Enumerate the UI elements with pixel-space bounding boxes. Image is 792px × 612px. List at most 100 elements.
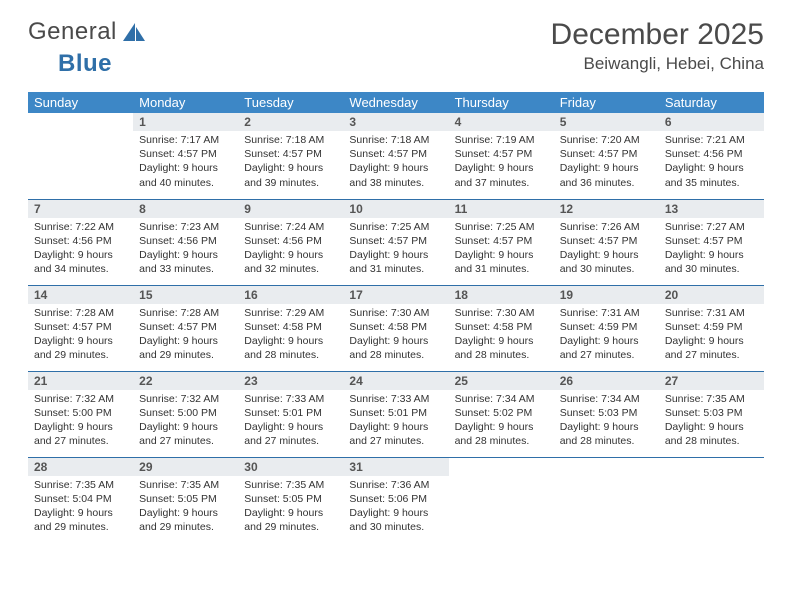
weekday-header: Friday	[554, 92, 659, 113]
day-number: 24	[343, 372, 448, 390]
day-details: Sunrise: 7:21 AMSunset: 4:56 PMDaylight:…	[659, 131, 764, 194]
weekday-row: SundayMondayTuesdayWednesdayThursdayFrid…	[28, 92, 764, 113]
day-number: 9	[238, 200, 343, 218]
month-title: December 2025	[551, 18, 764, 52]
day-number: 5	[554, 113, 659, 131]
day-number: 29	[133, 458, 238, 476]
day-details: Sunrise: 7:25 AMSunset: 4:57 PMDaylight:…	[343, 218, 448, 281]
day-details: Sunrise: 7:28 AMSunset: 4:57 PMDaylight:…	[133, 304, 238, 367]
day-details: Sunrise: 7:19 AMSunset: 4:57 PMDaylight:…	[449, 131, 554, 194]
calendar-cell: 29Sunrise: 7:35 AMSunset: 5:05 PMDayligh…	[133, 457, 238, 543]
brand-logo: General	[28, 18, 147, 46]
calendar-cell: 23Sunrise: 7:33 AMSunset: 5:01 PMDayligh…	[238, 371, 343, 457]
day-details: Sunrise: 7:26 AMSunset: 4:57 PMDaylight:…	[554, 218, 659, 281]
calendar-cell: 15Sunrise: 7:28 AMSunset: 4:57 PMDayligh…	[133, 285, 238, 371]
calendar-cell: 27Sunrise: 7:35 AMSunset: 5:03 PMDayligh…	[659, 371, 764, 457]
weekday-header: Thursday	[449, 92, 554, 113]
day-details: Sunrise: 7:36 AMSunset: 5:06 PMDaylight:…	[343, 476, 448, 539]
weekday-header: Sunday	[28, 92, 133, 113]
day-number: 18	[449, 286, 554, 304]
day-number: 2	[238, 113, 343, 131]
day-number: 25	[449, 372, 554, 390]
calendar-cell: 7Sunrise: 7:22 AMSunset: 4:56 PMDaylight…	[28, 199, 133, 285]
calendar-cell: 21Sunrise: 7:32 AMSunset: 5:00 PMDayligh…	[28, 371, 133, 457]
day-details: Sunrise: 7:17 AMSunset: 4:57 PMDaylight:…	[133, 131, 238, 194]
day-number: 3	[343, 113, 448, 131]
day-details: Sunrise: 7:18 AMSunset: 4:57 PMDaylight:…	[343, 131, 448, 194]
day-number: 1	[133, 113, 238, 131]
calendar-week: .1Sunrise: 7:17 AMSunset: 4:57 PMDayligh…	[28, 113, 764, 199]
day-number: 14	[28, 286, 133, 304]
calendar-cell: 6Sunrise: 7:21 AMSunset: 4:56 PMDaylight…	[659, 113, 764, 199]
day-number: 11	[449, 200, 554, 218]
calendar-cell: 5Sunrise: 7:20 AMSunset: 4:57 PMDaylight…	[554, 113, 659, 199]
day-details: Sunrise: 7:35 AMSunset: 5:03 PMDaylight:…	[659, 390, 764, 453]
day-details: Sunrise: 7:35 AMSunset: 5:04 PMDaylight:…	[28, 476, 133, 539]
day-details: Sunrise: 7:30 AMSunset: 4:58 PMDaylight:…	[343, 304, 448, 367]
day-number: 22	[133, 372, 238, 390]
day-details: Sunrise: 7:32 AMSunset: 5:00 PMDaylight:…	[133, 390, 238, 453]
day-number: 28	[28, 458, 133, 476]
title-block: December 2025 Beiwangli, Hebei, China	[551, 18, 764, 74]
calendar-cell: .	[659, 457, 764, 543]
calendar-cell: 24Sunrise: 7:33 AMSunset: 5:01 PMDayligh…	[343, 371, 448, 457]
day-details: Sunrise: 7:18 AMSunset: 4:57 PMDaylight:…	[238, 131, 343, 194]
calendar-cell: 26Sunrise: 7:34 AMSunset: 5:03 PMDayligh…	[554, 371, 659, 457]
day-number: 17	[343, 286, 448, 304]
day-details: Sunrise: 7:32 AMSunset: 5:00 PMDaylight:…	[28, 390, 133, 453]
day-details: Sunrise: 7:34 AMSunset: 5:03 PMDaylight:…	[554, 390, 659, 453]
brand-word-2: Blue	[58, 50, 112, 78]
calendar-week: 21Sunrise: 7:32 AMSunset: 5:00 PMDayligh…	[28, 371, 764, 457]
calendar-cell: 3Sunrise: 7:18 AMSunset: 4:57 PMDaylight…	[343, 113, 448, 199]
sail-icon	[121, 21, 147, 43]
calendar-table: SundayMondayTuesdayWednesdayThursdayFrid…	[28, 92, 764, 543]
calendar-week: 14Sunrise: 7:28 AMSunset: 4:57 PMDayligh…	[28, 285, 764, 371]
weekday-header: Saturday	[659, 92, 764, 113]
calendar-cell: 18Sunrise: 7:30 AMSunset: 4:58 PMDayligh…	[449, 285, 554, 371]
day-details: Sunrise: 7:28 AMSunset: 4:57 PMDaylight:…	[28, 304, 133, 367]
weekday-header: Tuesday	[238, 92, 343, 113]
calendar-page: General December 2025 Beiwangli, Hebei, …	[0, 0, 792, 543]
day-number: 31	[343, 458, 448, 476]
calendar-cell: 20Sunrise: 7:31 AMSunset: 4:59 PMDayligh…	[659, 285, 764, 371]
day-details: Sunrise: 7:27 AMSunset: 4:57 PMDaylight:…	[659, 218, 764, 281]
day-details: Sunrise: 7:20 AMSunset: 4:57 PMDaylight:…	[554, 131, 659, 194]
day-details: Sunrise: 7:23 AMSunset: 4:56 PMDaylight:…	[133, 218, 238, 281]
day-number: 27	[659, 372, 764, 390]
calendar-cell: 1Sunrise: 7:17 AMSunset: 4:57 PMDaylight…	[133, 113, 238, 199]
day-details: Sunrise: 7:33 AMSunset: 5:01 PMDaylight:…	[238, 390, 343, 453]
location-label: Beiwangli, Hebei, China	[551, 54, 764, 74]
day-details: Sunrise: 7:24 AMSunset: 4:56 PMDaylight:…	[238, 218, 343, 281]
day-number: 12	[554, 200, 659, 218]
calendar-cell: 4Sunrise: 7:19 AMSunset: 4:57 PMDaylight…	[449, 113, 554, 199]
day-number: 19	[554, 286, 659, 304]
calendar-cell: 30Sunrise: 7:35 AMSunset: 5:05 PMDayligh…	[238, 457, 343, 543]
day-details: Sunrise: 7:35 AMSunset: 5:05 PMDaylight:…	[133, 476, 238, 539]
day-number: 23	[238, 372, 343, 390]
calendar-cell: 9Sunrise: 7:24 AMSunset: 4:56 PMDaylight…	[238, 199, 343, 285]
day-details: Sunrise: 7:29 AMSunset: 4:58 PMDaylight:…	[238, 304, 343, 367]
calendar-cell: 17Sunrise: 7:30 AMSunset: 4:58 PMDayligh…	[343, 285, 448, 371]
day-number: 8	[133, 200, 238, 218]
day-number: 6	[659, 113, 764, 131]
calendar-cell: 25Sunrise: 7:34 AMSunset: 5:02 PMDayligh…	[449, 371, 554, 457]
day-number: 26	[554, 372, 659, 390]
day-number: 15	[133, 286, 238, 304]
calendar-week: 28Sunrise: 7:35 AMSunset: 5:04 PMDayligh…	[28, 457, 764, 543]
calendar-cell: 28Sunrise: 7:35 AMSunset: 5:04 PMDayligh…	[28, 457, 133, 543]
day-details: Sunrise: 7:33 AMSunset: 5:01 PMDaylight:…	[343, 390, 448, 453]
calendar-cell: 2Sunrise: 7:18 AMSunset: 4:57 PMDaylight…	[238, 113, 343, 199]
calendar-cell: 22Sunrise: 7:32 AMSunset: 5:00 PMDayligh…	[133, 371, 238, 457]
calendar-cell: 13Sunrise: 7:27 AMSunset: 4:57 PMDayligh…	[659, 199, 764, 285]
day-number: 13	[659, 200, 764, 218]
calendar-body: . 1Sunrise: 7:17 AMSunset: 4:57 PMDayligh…	[28, 113, 764, 543]
calendar-cell: 31Sunrise: 7:36 AMSunset: 5:06 PMDayligh…	[343, 457, 448, 543]
calendar-cell: 11Sunrise: 7:25 AMSunset: 4:57 PMDayligh…	[449, 199, 554, 285]
day-number: 20	[659, 286, 764, 304]
calendar-week: 7Sunrise: 7:22 AMSunset: 4:56 PMDaylight…	[28, 199, 764, 285]
weekday-header: Wednesday	[343, 92, 448, 113]
day-number: 21	[28, 372, 133, 390]
calendar-cell: .	[554, 457, 659, 543]
calendar-cell: 10Sunrise: 7:25 AMSunset: 4:57 PMDayligh…	[343, 199, 448, 285]
calendar-cell: 12Sunrise: 7:26 AMSunset: 4:57 PMDayligh…	[554, 199, 659, 285]
